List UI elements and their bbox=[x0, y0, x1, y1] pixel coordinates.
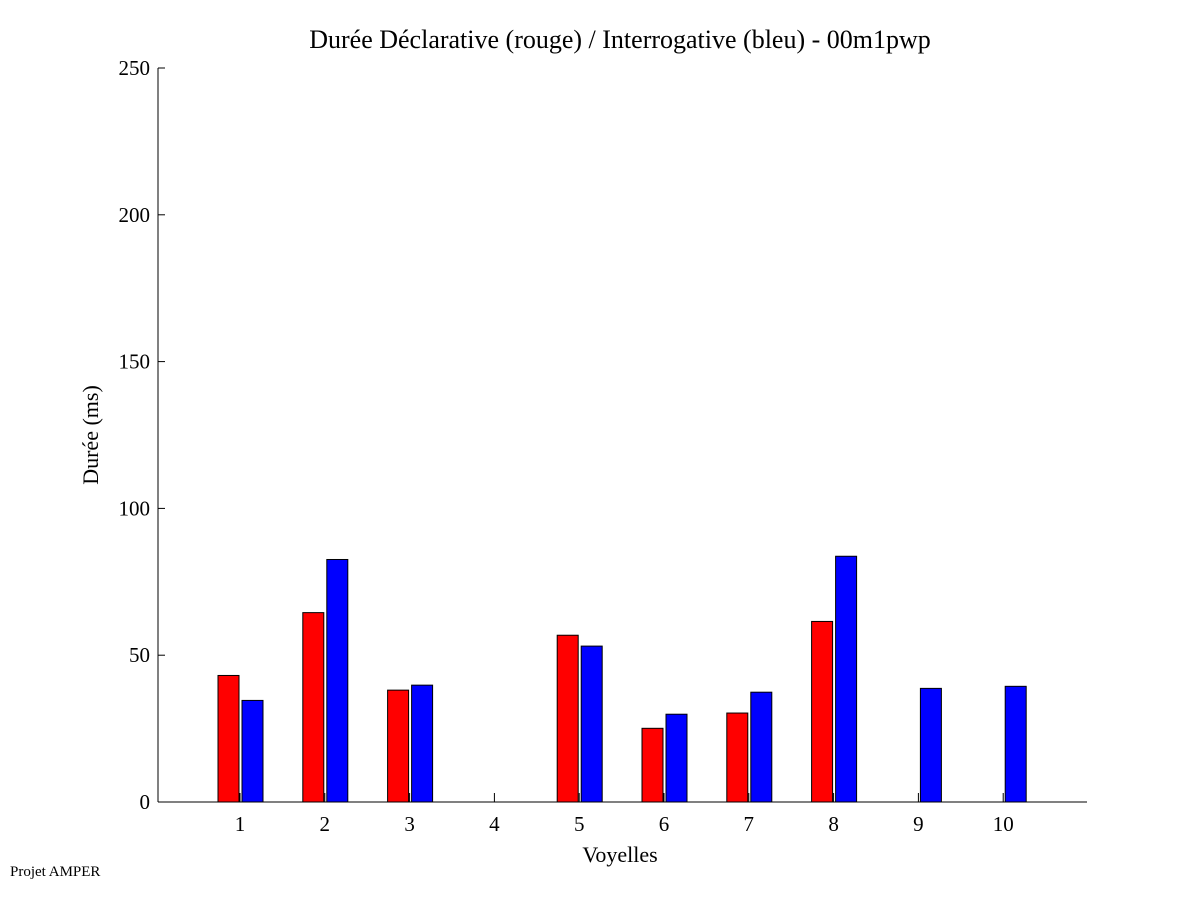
x-tick-label: 5 bbox=[574, 812, 585, 836]
bars bbox=[217, 555, 1027, 803]
axes: 0 50 100 150 200 250 1 2 3 4 5 6 7 8 9 10 bbox=[119, 56, 1087, 836]
bar-blue-1 bbox=[241, 699, 264, 803]
y-tick-label: 100 bbox=[119, 496, 151, 520]
bar-blue-3 bbox=[411, 684, 434, 803]
bar-blue-5 bbox=[580, 645, 603, 803]
x-tick-label: 2 bbox=[320, 812, 331, 836]
y-tick-label: 200 bbox=[119, 203, 151, 227]
bar-blue-6 bbox=[665, 713, 688, 803]
bar-blue-8 bbox=[835, 555, 858, 803]
x-tick-label: 9 bbox=[913, 812, 924, 836]
bar-red-1 bbox=[217, 674, 240, 803]
y-tick-label: 250 bbox=[119, 56, 151, 80]
bar-red-8 bbox=[811, 620, 834, 803]
bar-blue-10 bbox=[1004, 685, 1027, 803]
bar-red-2 bbox=[302, 612, 325, 803]
bar-red-7 bbox=[726, 712, 749, 803]
bar-red-5 bbox=[556, 634, 579, 803]
y-tick-label: 50 bbox=[129, 643, 150, 667]
bar-red-3 bbox=[387, 689, 410, 803]
bar-blue-2 bbox=[326, 558, 349, 803]
x-tick-label: 4 bbox=[489, 812, 500, 836]
bar-blue-7 bbox=[750, 691, 773, 803]
y-axis-label: Durée (ms) bbox=[78, 385, 103, 485]
footer-label: Projet AMPER bbox=[10, 864, 101, 880]
y-tick-label: 0 bbox=[140, 790, 151, 814]
x-axis-label: Voyelles bbox=[582, 842, 657, 867]
bar-red-6 bbox=[641, 727, 664, 803]
bar-blue-9 bbox=[919, 687, 942, 803]
x-tick-label: 3 bbox=[404, 812, 415, 836]
x-tick-label: 1 bbox=[235, 812, 246, 836]
x-tick-label: 7 bbox=[744, 812, 755, 836]
x-tick-label: 10 bbox=[993, 812, 1014, 836]
x-tick-label: 8 bbox=[828, 812, 839, 836]
x-tick-label: 6 bbox=[659, 812, 670, 836]
chart-title: Durée Déclarative (rouge) / Interrogativ… bbox=[309, 25, 931, 54]
y-tick-label: 150 bbox=[119, 350, 151, 374]
